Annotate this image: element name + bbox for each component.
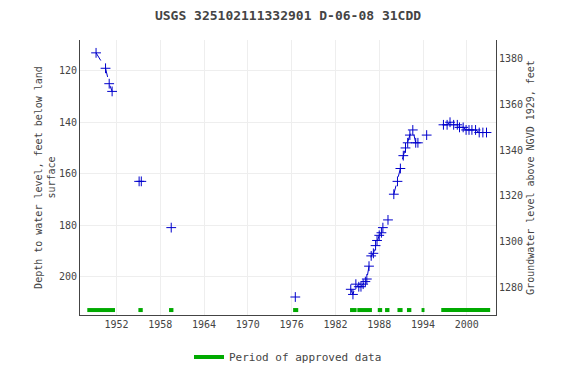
svg-text:1360: 1360 xyxy=(499,99,523,110)
svg-text:USGS 325102111332901 D-06-08 3: USGS 325102111332901 D-06-08 31CDD xyxy=(155,8,421,23)
svg-text:1976: 1976 xyxy=(280,319,304,330)
svg-text:1964: 1964 xyxy=(192,319,216,330)
svg-text:140: 140 xyxy=(59,117,77,128)
svg-text:200: 200 xyxy=(59,271,77,282)
svg-text:160: 160 xyxy=(59,168,77,179)
svg-text:1982: 1982 xyxy=(323,319,347,330)
svg-text:120: 120 xyxy=(59,65,77,76)
svg-text:1280: 1280 xyxy=(499,282,523,293)
svg-text:1340: 1340 xyxy=(499,145,523,156)
svg-text:1988: 1988 xyxy=(367,319,391,330)
svg-text:1300: 1300 xyxy=(499,236,523,247)
svg-text:1958: 1958 xyxy=(148,319,172,330)
svg-text:2000: 2000 xyxy=(455,319,479,330)
svg-text:1380: 1380 xyxy=(499,53,523,64)
svg-text:1320: 1320 xyxy=(499,190,523,201)
svg-text:180: 180 xyxy=(59,220,77,231)
svg-text:1994: 1994 xyxy=(411,319,435,330)
svg-text:Groundwater level above NGVD 1: Groundwater level above NGVD 1929, feet xyxy=(525,60,536,295)
svg-text:Depth to water level, feet bel: Depth to water level, feet below landsur… xyxy=(33,66,57,289)
svg-text:1970: 1970 xyxy=(236,319,260,330)
svg-text:Period of approved data: Period of approved data xyxy=(229,351,381,364)
svg-text:1952: 1952 xyxy=(104,319,128,330)
